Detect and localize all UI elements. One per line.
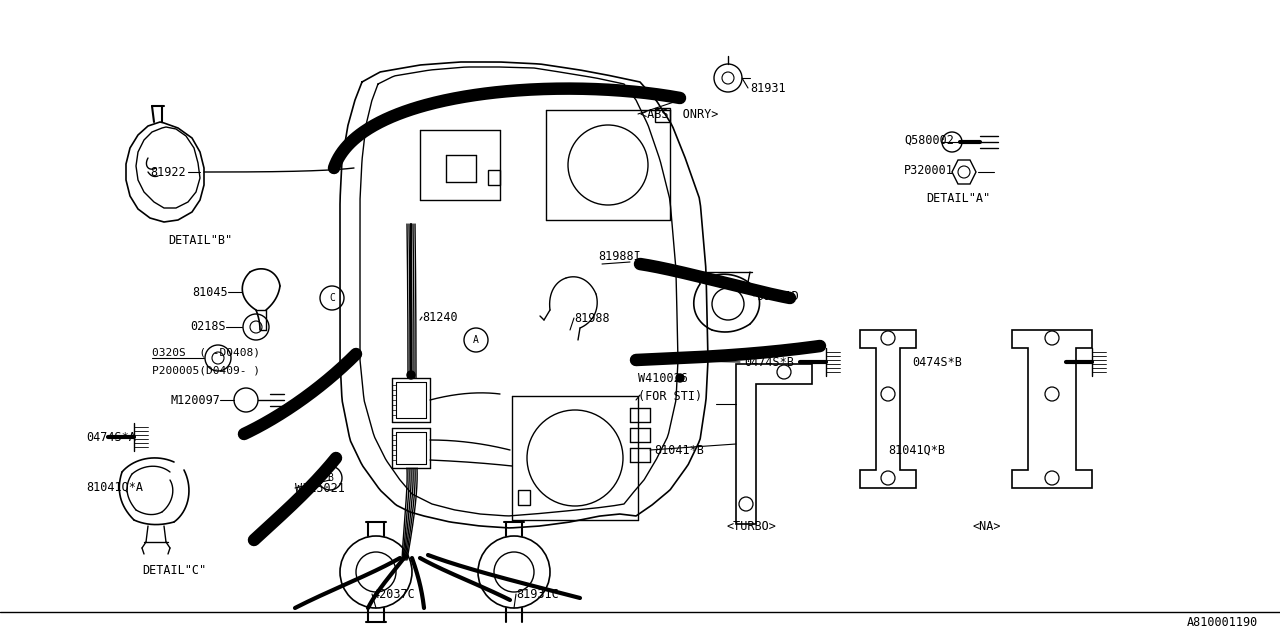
Text: M120097: M120097: [170, 394, 220, 406]
Text: C: C: [329, 293, 335, 303]
Text: (FOR STI): (FOR STI): [637, 390, 703, 403]
Text: 0474S*B: 0474S*B: [744, 355, 794, 369]
Text: DETAIL"B": DETAIL"B": [168, 234, 232, 246]
Text: 81041*B: 81041*B: [654, 444, 704, 456]
Text: 42037C: 42037C: [372, 588, 415, 600]
Text: DETAIL"A": DETAIL"A": [925, 191, 991, 205]
Circle shape: [676, 354, 684, 362]
Text: 0474S*B: 0474S*B: [913, 355, 961, 369]
Text: P200005(D0409- ): P200005(D0409- ): [152, 365, 260, 375]
Text: 81041Q*A: 81041Q*A: [86, 481, 143, 493]
Text: A810001190: A810001190: [1187, 616, 1258, 628]
Text: <ABS  ONRY>: <ABS ONRY>: [640, 108, 718, 120]
Text: <TURBO>: <TURBO>: [726, 520, 776, 532]
Text: 81922: 81922: [150, 166, 186, 179]
Text: 81240: 81240: [422, 310, 458, 323]
Text: 90371D: 90371D: [756, 289, 799, 303]
Text: 0218S: 0218S: [191, 319, 227, 333]
Text: W410026: W410026: [637, 371, 687, 385]
Text: Q580002: Q580002: [904, 134, 954, 147]
Text: 81045: 81045: [192, 285, 228, 298]
Text: 81988: 81988: [573, 312, 609, 324]
Text: 81931: 81931: [750, 81, 786, 95]
Text: A: A: [474, 335, 479, 345]
Text: <NA>: <NA>: [972, 520, 1001, 532]
Text: W115021: W115021: [294, 481, 344, 495]
Text: P320001: P320001: [904, 163, 954, 177]
Circle shape: [407, 371, 415, 379]
Text: DETAIL"C": DETAIL"C": [142, 563, 206, 577]
Text: 81041Q*B: 81041Q*B: [888, 444, 945, 456]
Text: 0320S  ( -D0408): 0320S ( -D0408): [152, 347, 260, 357]
Text: 0474S*A: 0474S*A: [86, 431, 136, 444]
Circle shape: [676, 374, 684, 382]
Text: 81931C: 81931C: [516, 588, 559, 600]
Text: B: B: [328, 473, 333, 483]
Text: 81988I: 81988I: [598, 250, 641, 262]
